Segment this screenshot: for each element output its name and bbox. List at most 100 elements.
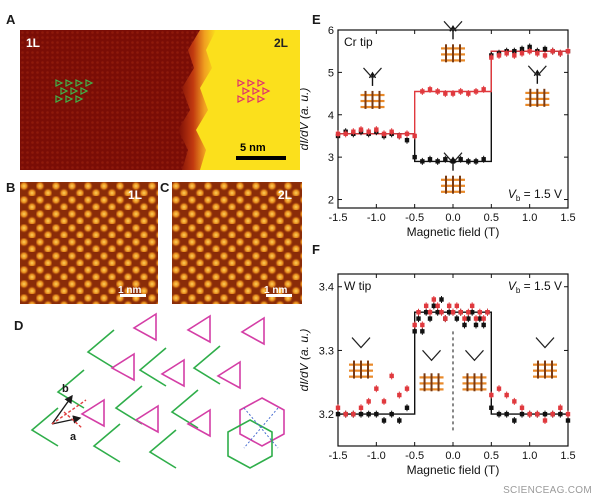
spin-icon-right-vee — [535, 337, 555, 349]
spin-icon-left-post — [378, 90, 381, 109]
spin-icon-left-post — [364, 90, 367, 109]
panel-a-scalebar-label: 5 nm — [240, 142, 266, 154]
spin-icon-bottom-post — [459, 175, 461, 194]
data-point — [473, 316, 479, 321]
x-tick-label: -1.5 — [329, 450, 348, 462]
y-tick-label: 3.4 — [319, 282, 334, 294]
spin-icon-inner-left-post — [423, 373, 426, 392]
data-point — [458, 310, 463, 315]
data-point — [542, 411, 548, 417]
x-tick-label: 1.0 — [522, 450, 537, 462]
data-point — [366, 411, 371, 417]
data-point — [504, 392, 509, 398]
data-point — [366, 399, 371, 404]
bias-label: Vb = 1.5 V — [508, 187, 562, 203]
hexagon-cells — [227, 397, 285, 469]
data-point — [454, 316, 460, 321]
data-point — [496, 53, 502, 58]
data-point — [351, 411, 356, 417]
spin-icon-left — [349, 337, 373, 379]
data-point — [335, 405, 341, 410]
data-point — [473, 89, 479, 94]
spin-icon-inner-right-post — [480, 373, 483, 392]
unit-vectors — [51, 394, 87, 429]
spin-icon-left-post — [353, 360, 355, 379]
data-point — [565, 411, 571, 417]
x-tick-label: 0.5 — [484, 450, 499, 462]
x-tick-label: 0.5 — [484, 212, 499, 224]
data-point — [335, 411, 341, 417]
data-point — [527, 44, 532, 50]
data-point — [381, 131, 387, 137]
data-point — [481, 157, 486, 162]
tip-label: Cr tip — [344, 35, 373, 49]
data-point — [519, 46, 525, 52]
data-point — [412, 322, 417, 328]
data-point — [450, 310, 456, 315]
magenta-triangles — [237, 79, 271, 103]
data-point — [374, 386, 379, 391]
x-tick-label: -1.0 — [367, 450, 386, 462]
data-point — [374, 127, 379, 132]
panel-c-image — [172, 182, 302, 304]
data-point — [485, 310, 490, 315]
y-tick-label: 2 — [328, 195, 334, 207]
data-point — [366, 129, 371, 134]
panel-d-schematic: b a — [30, 312, 285, 469]
x-axis-label: Magnetic field (T) — [407, 463, 500, 477]
data-point — [416, 316, 421, 321]
data-point — [351, 129, 356, 134]
spin-icon-top — [441, 20, 465, 63]
data-point — [466, 316, 471, 321]
data-point — [358, 127, 364, 132]
data-point — [397, 392, 402, 398]
data-point — [427, 316, 433, 321]
data-point — [420, 89, 425, 94]
data-point — [519, 411, 525, 417]
spin-icon-right-post — [537, 360, 539, 379]
data-point — [550, 48, 555, 54]
spin-icon-top-post — [445, 44, 447, 63]
spin-icon-right-post — [529, 88, 532, 107]
data-point — [489, 405, 494, 410]
data-point — [469, 310, 475, 315]
x-tick-label: -0.5 — [405, 450, 424, 462]
data-point — [431, 297, 437, 302]
vector-b-label: b — [62, 383, 69, 395]
data-point — [565, 48, 571, 54]
watermark: SCIENCEAG.COM — [503, 485, 592, 496]
spin-icon-right-post — [551, 360, 553, 379]
data-point — [443, 157, 448, 162]
spin-icon-left-post — [367, 360, 369, 379]
panel-a-topograph — [20, 30, 300, 170]
data-point — [458, 89, 463, 94]
data-point — [343, 131, 348, 137]
panel-b-image — [20, 182, 158, 304]
data-point — [462, 316, 467, 321]
data-point — [358, 405, 364, 410]
scalebar-a — [236, 156, 286, 160]
x-tick-label: -1.0 — [367, 212, 386, 224]
data-point — [427, 87, 433, 92]
data-point — [446, 310, 452, 315]
data-point — [466, 310, 471, 315]
spin-icon-top-vee — [443, 20, 463, 33]
spin-icon-bottom-post — [452, 175, 454, 194]
spin-icon-right-vee — [527, 65, 547, 77]
spin-icon-inner-left — [419, 349, 444, 392]
data-point — [550, 411, 555, 417]
data-point — [443, 91, 448, 96]
data-point — [462, 322, 467, 328]
panel-b-layer-label: 1L — [128, 188, 143, 202]
data-point — [519, 405, 525, 410]
data-point — [466, 159, 471, 164]
data-point — [473, 159, 479, 164]
data-point — [496, 386, 502, 391]
data-point — [527, 48, 532, 54]
x-tick-label: -1.5 — [329, 212, 348, 224]
data-point — [335, 131, 341, 137]
data-point — [512, 418, 517, 423]
spin-icon-inner-right-vee — [465, 349, 484, 362]
data-point — [454, 303, 460, 309]
x-tick-label: 1.5 — [560, 450, 575, 462]
